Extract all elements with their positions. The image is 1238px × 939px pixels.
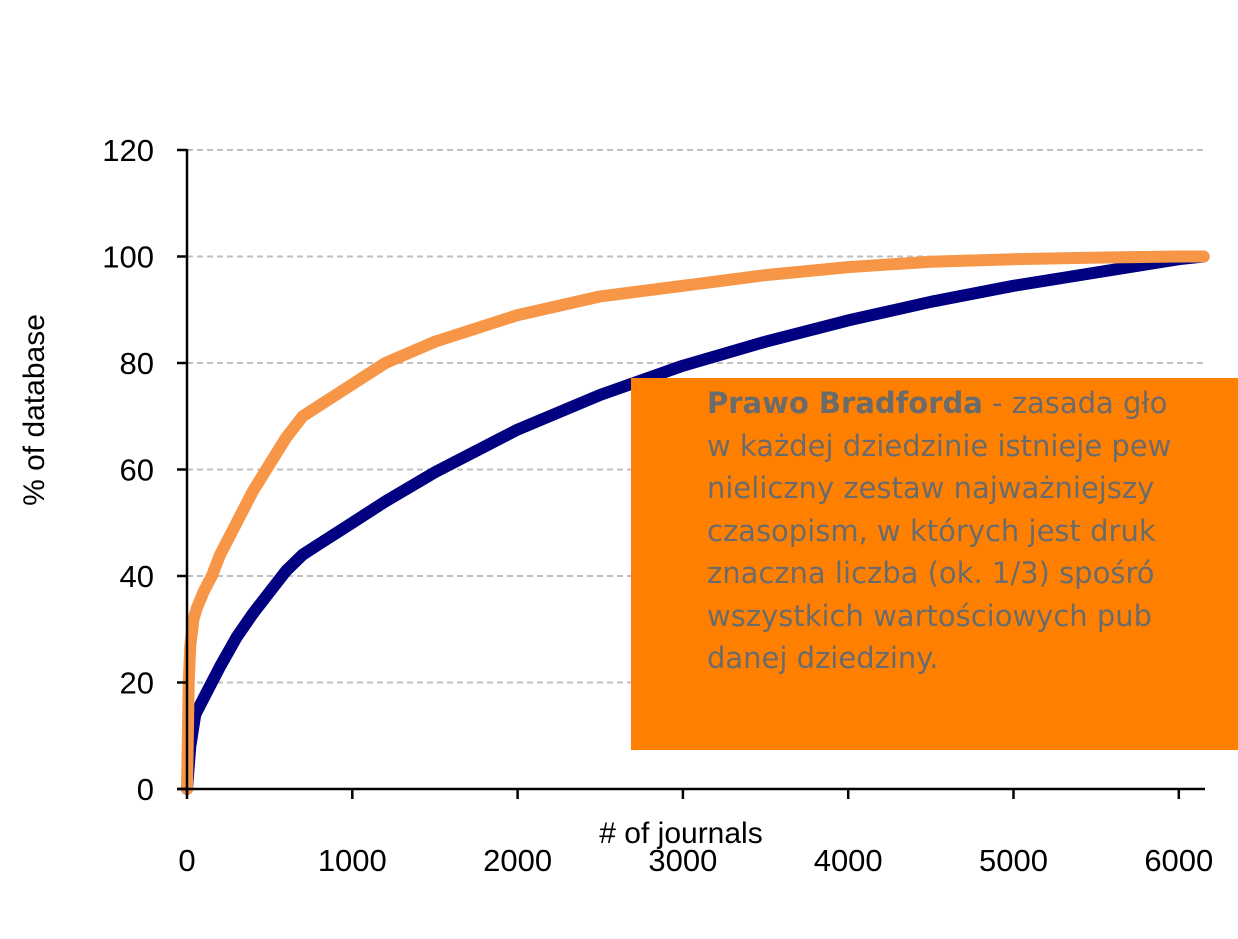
x-tick-label-5000: 5000 (979, 843, 1048, 878)
y-tick-label-20: 20 (120, 666, 154, 701)
tick-labels: 0 20 40 60 80 100 120 0 1000 2000 3000 4000 5000 6000 (102, 133, 1213, 878)
y-tick-label-120: 120 (102, 133, 154, 168)
annotation-line-text: nieliczny zestaw najważniejszy (707, 471, 1155, 505)
annotation-line: czasopism, w których jest druk (707, 510, 1238, 553)
annotation-line-text: danej dziedziny. (707, 641, 939, 675)
series-group (181, 250, 1210, 795)
annotation-line: w każdej dziedzinie istnieje pew (707, 425, 1238, 468)
annotation-line: znaczna liczba (ok. 1/3) spośró (707, 552, 1238, 595)
series-line-2 (181, 250, 1210, 795)
annotation-line: nieliczny zestaw najważniejszy (707, 467, 1238, 510)
x-tick-label-6000: 6000 (1144, 843, 1213, 878)
annotation-line: Prawo Bradforda - zasada gło (707, 382, 1238, 425)
x-tick-label-3000: 3000 (648, 843, 717, 878)
bradford-law-annotation: Prawo Bradforda - zasada gło w każdej dzi… (631, 378, 1238, 750)
axes (177, 148, 1205, 799)
series-line-1 (181, 250, 1210, 795)
annotation-line-text: - zasada gło (982, 386, 1168, 420)
y-tick-label-40: 40 (120, 559, 154, 594)
x-tick-label-1000: 1000 (318, 843, 387, 878)
annotation-line: wszystkich wartościowych pub (707, 595, 1238, 638)
x-tick-label-0: 0 (178, 843, 195, 878)
x-tick-label-4000: 4000 (814, 843, 883, 878)
annotation-term: Prawo Bradforda (707, 386, 983, 420)
y-tick-label-0: 0 (137, 772, 154, 807)
annotation-line-text: w każdej dziedzinie istnieje pew (707, 428, 1172, 463)
y-tick-label-60: 60 (120, 453, 154, 488)
y-tick-label-100: 100 (102, 240, 154, 275)
annotation-line-text: czasopism, w których jest druk (707, 513, 1156, 548)
x-tick-label-2000: 2000 (483, 843, 552, 878)
annotation-line-text: znaczna liczba (ok. 1/3) spośró (707, 556, 1155, 590)
annotation-line: danej dziedziny. (707, 637, 1238, 680)
y-axis-title: % of database (18, 314, 51, 506)
annotation-line-text: wszystkich wartościowych pub (707, 598, 1153, 633)
x-axis-title: # of journals (599, 817, 762, 850)
y-tick-label-80: 80 (120, 346, 154, 381)
annotation-text: Prawo Bradforda - zasada gło w każdej dzi… (707, 382, 1238, 680)
